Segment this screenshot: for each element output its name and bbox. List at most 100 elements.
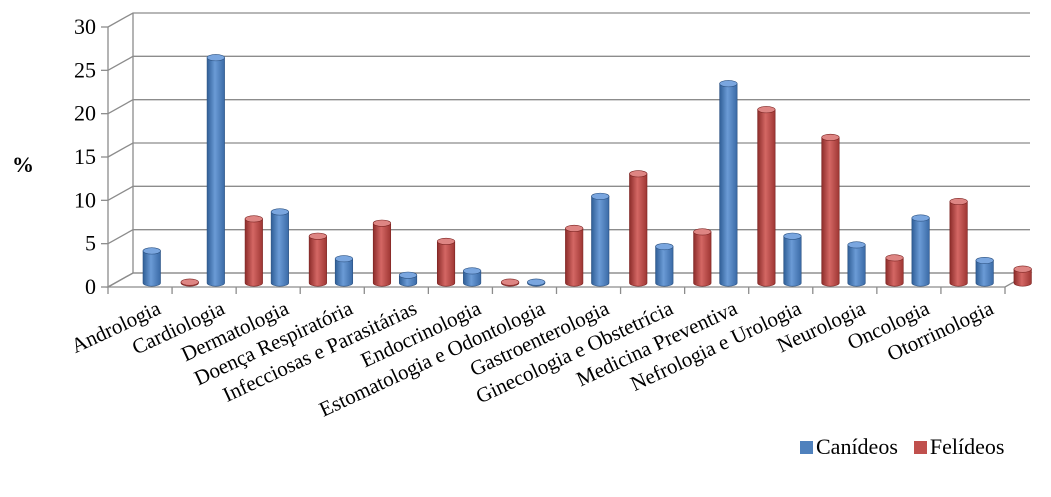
bar-body (565, 228, 584, 287)
bar-felideos-otorrinologia (1013, 265, 1032, 287)
bars (142, 54, 1032, 287)
bar-felideos-oncologia (949, 198, 968, 287)
bar-cap (398, 271, 418, 279)
bar-felideos-endocrinologia (501, 278, 520, 287)
bar-cap (719, 80, 738, 88)
bar-canideos-neurologia (847, 241, 866, 287)
legend-item-felideos: Felídeos (913, 434, 1005, 460)
bar-cap (372, 219, 392, 227)
bar-body (436, 241, 456, 287)
y-tick-label: 20 (74, 101, 96, 126)
bar-body (975, 260, 994, 287)
bar-cap (334, 255, 354, 263)
bar-cap (501, 278, 520, 286)
bar-body (629, 173, 648, 287)
bar-felideos-dermatologia (308, 232, 327, 287)
bar-body (1013, 268, 1032, 287)
y-tick-label: 15 (74, 144, 96, 169)
y-tick-label: 10 (74, 187, 96, 212)
legend-label-felideos: Felídeos (929, 434, 1005, 459)
bar-cap (885, 254, 904, 262)
bar-cap (527, 278, 546, 286)
bar-body (821, 137, 840, 287)
bar-felideos-infecciosas-e-parasitarias (436, 237, 456, 287)
bar-cap (565, 224, 584, 232)
bar-cap (975, 256, 994, 264)
bar-felideos-estomatologia-e-odontologia (565, 224, 584, 287)
bar-body (783, 235, 802, 287)
bar-cap (911, 214, 930, 222)
bar-cap (244, 215, 263, 223)
bar-canideos-cardiologia (206, 54, 225, 287)
y-axis: 0 5 10 15 20 25 30 (74, 13, 134, 299)
bar-felideos-neurologia (885, 254, 904, 287)
bar-body (308, 235, 327, 287)
bar-cap (436, 237, 456, 245)
y-tick-label: 0 (85, 274, 96, 299)
gridline (107, 55, 1030, 71)
bar-body (334, 258, 354, 287)
bar-body (655, 246, 674, 287)
bar-body (949, 201, 968, 287)
bar-canideos-oncologia (911, 214, 930, 287)
bar-body (463, 270, 482, 287)
gridline (107, 142, 1030, 158)
legend-item-canideos: Canídeos (800, 434, 898, 460)
bar-felideos-cardiologia (244, 215, 263, 287)
bar-cap (308, 232, 327, 240)
bar-felideos-medicina-preventiva (757, 106, 776, 287)
bar-cap (847, 241, 866, 249)
bar-felideos-andrologia (180, 278, 199, 287)
bar-cap (821, 133, 840, 141)
bar-cap (693, 228, 712, 236)
y-tick-label: 30 (74, 14, 96, 39)
bar-cap (206, 54, 225, 62)
legend-swatch-felideos (913, 440, 927, 454)
bar-body (142, 250, 161, 287)
gridline (107, 99, 1030, 115)
legend-swatch-canideos (800, 440, 813, 454)
bar-body (911, 217, 930, 287)
bar-felideos-doenca-respiratoria (372, 219, 392, 287)
bar-body (270, 211, 289, 287)
legend-label-canideos: Canídeos (816, 434, 898, 459)
bar-cap (655, 243, 674, 251)
bar-body (693, 231, 712, 287)
bar-canideos-nefrologia-e-urologia (783, 232, 802, 287)
bar-canideos-endocrinologia (463, 267, 482, 287)
bar-cap (463, 267, 482, 275)
bar-cap (591, 192, 610, 200)
bar-canideos-otorrinologia (975, 256, 994, 287)
bar-canideos-medicina-preventiva (719, 80, 738, 287)
bar-felideos-gastroenterologia (629, 170, 648, 287)
bar-body (719, 83, 738, 287)
y-tick-label: 5 (85, 231, 96, 256)
gridline (107, 185, 1030, 201)
bar-canideos-dermatologia (270, 208, 289, 287)
bar-canideos-ginecologia-e-obstetricia (655, 243, 674, 287)
bar-body (591, 196, 610, 287)
y-axis-title: % (12, 152, 34, 177)
bar-canideos-estomatologia-e-odontologia (527, 278, 546, 287)
bar-felideos-ginecologia-e-obstetricia (693, 228, 712, 287)
bar-cap (270, 208, 289, 216)
bar-cap (949, 198, 968, 206)
bar-body (757, 109, 776, 287)
bar-cap (757, 106, 776, 114)
bar-body (372, 222, 392, 287)
legend: Canídeos Felídeos (800, 434, 1020, 460)
bar-felideos-nefrologia-e-urologia (821, 133, 840, 287)
bar-canideos-doenca-respiratoria (334, 255, 354, 287)
bar-cap (142, 247, 161, 255)
bar-canideos-andrologia (142, 247, 161, 287)
x-axis: AndrologiaCardiologiaDermatologiaDoença … (67, 287, 1006, 422)
gridline (107, 12, 1030, 28)
bar-cap (1013, 265, 1032, 273)
bar-cap (180, 278, 199, 286)
bar-cap (783, 232, 802, 240)
bar-body (847, 244, 866, 287)
bar-body (244, 218, 263, 287)
y-tick-label: 25 (74, 57, 96, 82)
bar-canideos-infecciosas-e-parasitarias (398, 271, 418, 287)
